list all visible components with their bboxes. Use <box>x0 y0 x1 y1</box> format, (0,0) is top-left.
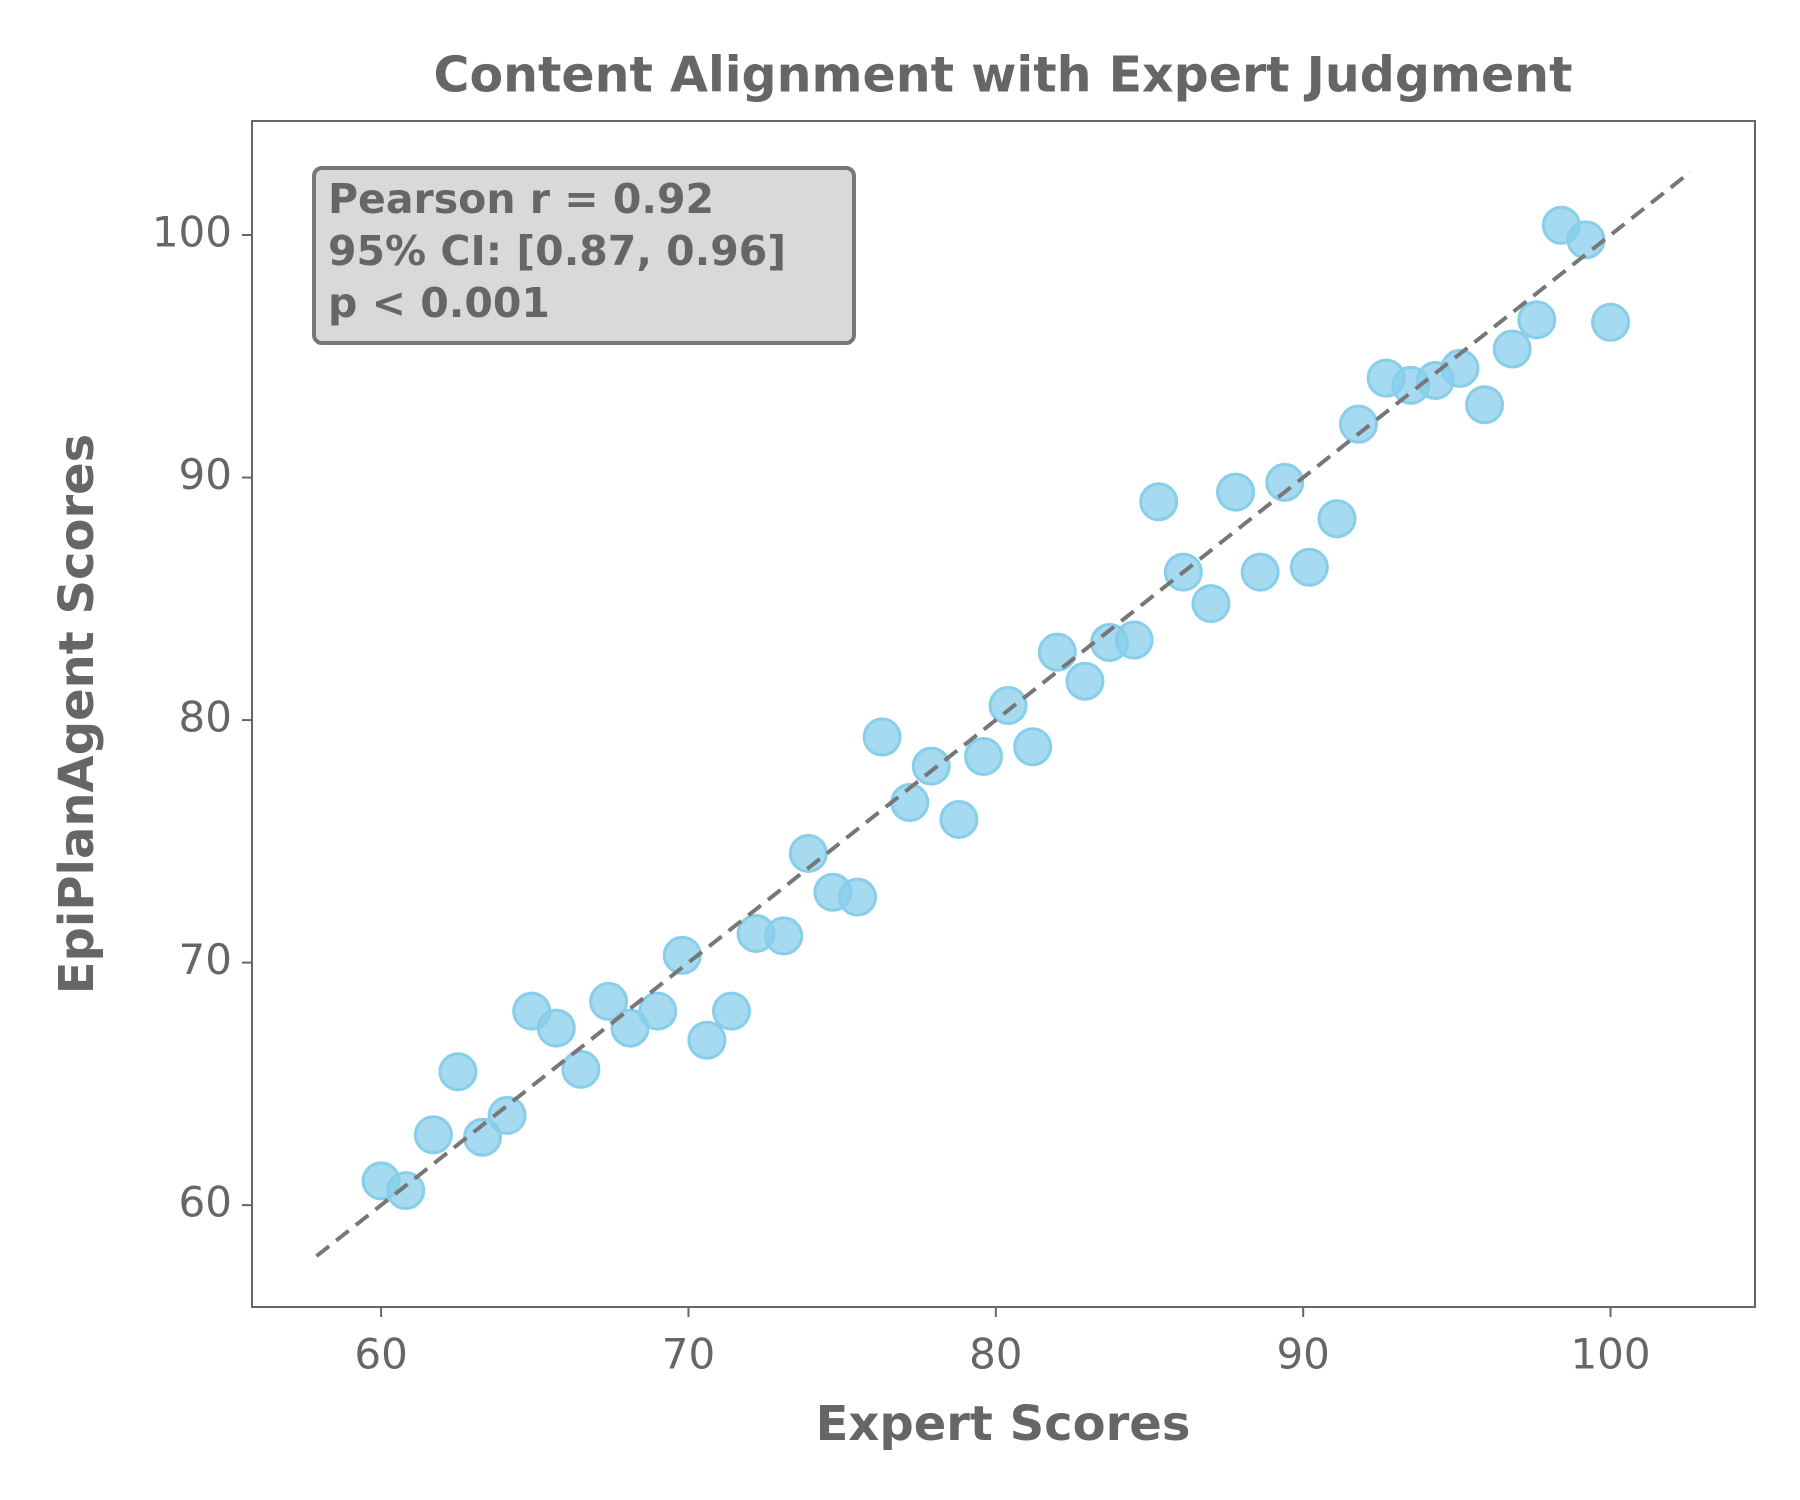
point <box>1492 329 1532 369</box>
point <box>1566 220 1606 260</box>
point <box>487 1095 527 1135</box>
x-tick-label: 90 <box>1276 1330 1329 1379</box>
point <box>862 717 902 757</box>
point <box>536 1008 576 1048</box>
point <box>988 686 1028 726</box>
point <box>589 981 629 1021</box>
y-axis-label: EpiPlanAgent Scores <box>49 434 105 994</box>
plot-area <box>315 170 1692 1258</box>
axes-frame <box>251 120 1756 1308</box>
y-tick-label: 60 <box>179 1178 232 1227</box>
point <box>838 877 878 917</box>
point <box>1591 302 1631 342</box>
reference-line <box>315 170 1692 1258</box>
point <box>610 1008 650 1048</box>
annotation-line: Pearson r = 0.92 <box>328 175 714 223</box>
annotation-line: 95% CI: [0.87, 0.96] <box>328 227 786 275</box>
point <box>1139 482 1179 522</box>
y-tick-label: 100 <box>152 207 232 256</box>
point <box>413 1115 453 1155</box>
point <box>1216 472 1256 512</box>
annotation-box <box>312 166 856 345</box>
point <box>939 800 979 840</box>
point <box>1265 462 1305 502</box>
chart-title: Content Alignment with Expert Judgment <box>434 47 1573 104</box>
point <box>1517 300 1557 340</box>
point <box>1339 404 1379 444</box>
point <box>1114 620 1154 660</box>
point <box>911 746 951 786</box>
point <box>638 991 678 1031</box>
point <box>1013 727 1053 767</box>
point <box>1037 632 1077 672</box>
point <box>1465 385 1505 425</box>
y-tick-label: 90 <box>179 450 232 499</box>
x-tick-label: 70 <box>662 1330 715 1379</box>
y-tick-label: 70 <box>179 935 232 984</box>
point <box>764 916 804 956</box>
annotation-line: p < 0.001 <box>328 279 550 327</box>
point <box>711 991 751 1031</box>
x-tick-label: 80 <box>969 1330 1022 1379</box>
point <box>964 736 1004 776</box>
point <box>1317 499 1357 539</box>
point <box>386 1171 426 1211</box>
point <box>561 1049 601 1089</box>
point <box>1065 661 1105 701</box>
x-tick-label: 60 <box>354 1330 407 1379</box>
y-tick-label: 80 <box>179 693 232 742</box>
x-axis-label: Expert Scores <box>816 1396 1191 1452</box>
point <box>438 1052 478 1092</box>
x-tick-label: 100 <box>1570 1330 1650 1379</box>
point <box>687 1020 727 1060</box>
point <box>1240 552 1280 592</box>
point <box>1191 584 1231 624</box>
point <box>1289 547 1329 587</box>
